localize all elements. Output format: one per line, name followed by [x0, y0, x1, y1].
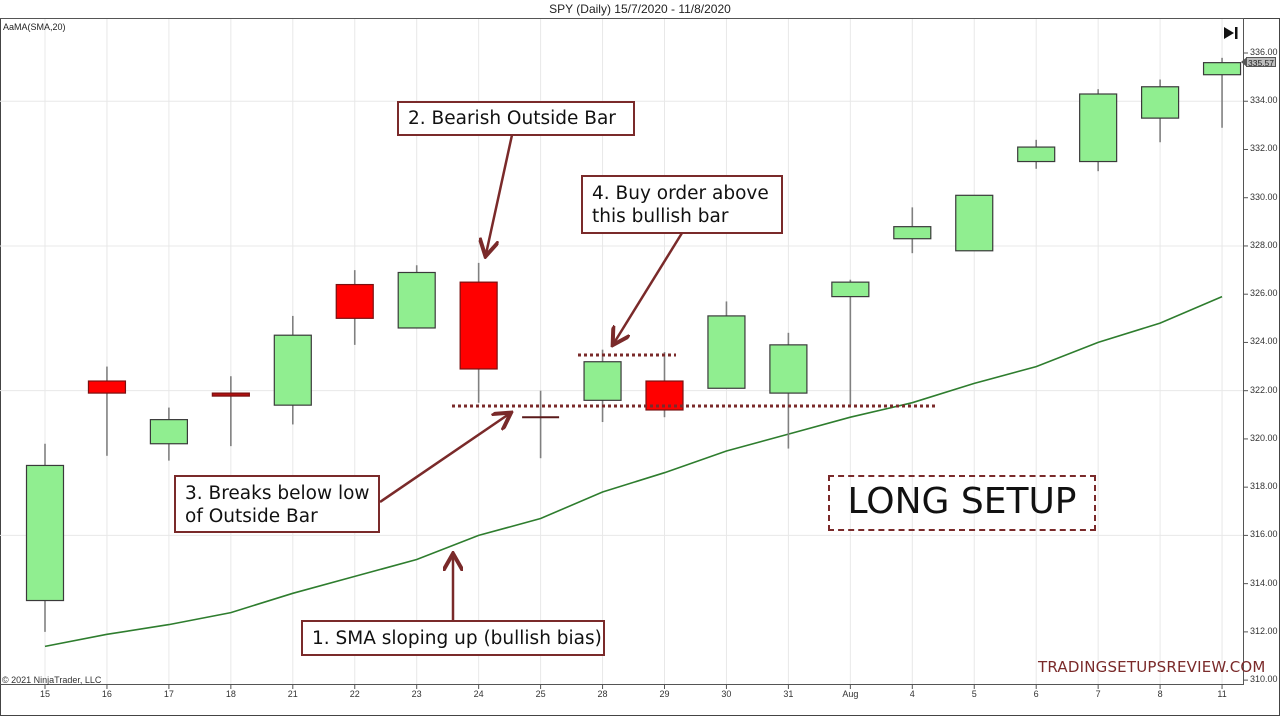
candle [1140, 79, 1180, 143]
long-setup-label: LONG SETUP [828, 475, 1096, 531]
price-tick-label: 324.00 [1250, 336, 1278, 347]
date-tick-label: 15 [39, 689, 50, 699]
axis-ticks [44, 52, 1248, 689]
date-tick-label: 4 [909, 689, 915, 699]
arrow-4 [614, 232, 684, 343]
candles [25, 57, 1242, 632]
skip-to-end-icon[interactable] [1222, 24, 1240, 42]
date-tick-label: 16 [101, 689, 112, 699]
price-tick-label: 330.00 [1250, 191, 1278, 202]
candle [273, 315, 312, 425]
date-tick-label: 5 [971, 689, 977, 699]
price-tick-label: 320.00 [1250, 432, 1278, 443]
annotation-2-text: 2. Bearish Outside Bar [408, 108, 616, 129]
watermark: TRADINGSETUPSREVIEW.COM [1038, 658, 1266, 676]
annotation-4-buy-order: 4. Buy order above this bullish bar [581, 175, 783, 234]
annotation-1-text: 1. SMA sloping up (bullish bias) [312, 628, 602, 649]
date-tick-label: 17 [163, 689, 174, 699]
date-tick-label: 25 [535, 689, 546, 699]
price-tick-label: 322.00 [1250, 384, 1278, 395]
date-tick-label: 24 [473, 689, 484, 699]
date-tick-label: 29 [659, 689, 670, 699]
date-tick-label: 21 [287, 689, 298, 699]
sma-line [44, 295, 1223, 648]
date-tick-label: 31 [783, 689, 794, 699]
candle [1017, 139, 1056, 169]
price-tick-label: 332.00 [1250, 143, 1278, 154]
annotation-1-sma-sloping: 1. SMA sloping up (bullish bias) [301, 620, 605, 656]
date-tick-label: 8 [1157, 689, 1163, 699]
price-tick-label: 310.00 [1250, 674, 1278, 685]
date-tick-label: 6 [1033, 689, 1039, 699]
candle [522, 390, 560, 459]
candle [87, 366, 127, 456]
price-tick-label: 314.00 [1250, 577, 1278, 588]
candle [1079, 89, 1118, 172]
price-tick-label: 318.00 [1250, 481, 1278, 492]
indicator-label: AaMA(SMA,20) [3, 22, 66, 32]
price-tick-label: 336.00 [1250, 47, 1278, 57]
date-tick-label: 23 [411, 689, 422, 699]
candle [1202, 57, 1242, 128]
annotation-4-line2: this bullish bar [592, 206, 729, 227]
price-tick-label: 334.00 [1250, 95, 1278, 106]
candle [769, 332, 808, 449]
date-tick-label: 22 [349, 689, 360, 699]
last-price-marker: 335.57 [1241, 57, 1276, 68]
candle [583, 349, 622, 423]
date-tick-label: 7 [1095, 689, 1101, 699]
copyright-text: © 2021 NinjaTrader, LLC [2, 675, 102, 685]
date-tick-label: 30 [721, 689, 732, 699]
date-tick-label: 18 [225, 689, 236, 699]
date-tick-label: 11 [1217, 689, 1227, 699]
candle [25, 443, 65, 632]
annotation-3-line2: of Outside Bar [185, 506, 318, 527]
date-tick-label: 28 [597, 689, 608, 699]
date-tick-label: Aug [842, 689, 859, 699]
price-tick-label: 312.00 [1250, 625, 1278, 636]
candle [211, 376, 250, 447]
candle [335, 270, 374, 345]
arrow-3 [379, 414, 509, 504]
candle [707, 301, 746, 389]
price-tick-label: 328.00 [1250, 239, 1278, 250]
chart-title: SPY (Daily) 15/7/2020 - 11/8/2020 [549, 2, 731, 16]
annotation-4-line1: 4. Buy order above [592, 183, 769, 204]
price-tick-label: 326.00 [1250, 288, 1278, 299]
candle [893, 207, 932, 254]
annotation-3-breaks-below: 3. Breaks below low of Outside Bar [174, 475, 380, 533]
candle [459, 262, 498, 403]
candle [149, 407, 188, 461]
price-tick-label: 316.00 [1250, 529, 1278, 540]
candle [831, 279, 870, 406]
candle [955, 194, 994, 252]
annotation-3-line1: 3. Breaks below low [185, 483, 370, 504]
annotation-2-bearish-outside-bar: 2. Bearish Outside Bar [397, 101, 635, 136]
arrow-2 [486, 134, 514, 254]
candle [397, 265, 436, 329]
